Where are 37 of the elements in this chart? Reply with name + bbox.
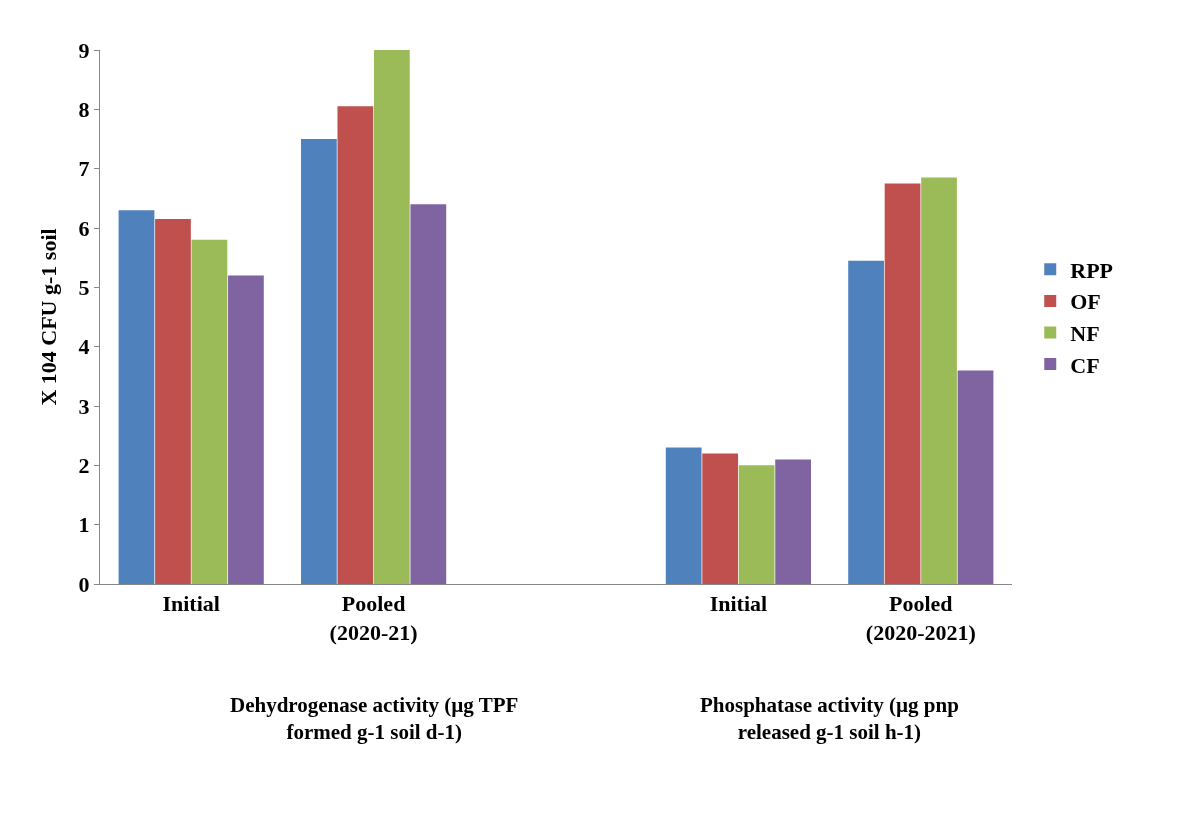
x-tick-label: Pooled (2020-21) (329, 591, 418, 645)
bar (884, 183, 921, 584)
y-tick-label: 6 (78, 215, 90, 241)
x-tick-label: Pooled (2020-2021) (865, 591, 976, 645)
bar (191, 239, 228, 584)
bar (337, 106, 374, 584)
legend-label: RPP (1070, 257, 1114, 283)
bar (957, 370, 994, 584)
bar (738, 465, 775, 584)
y-tick-label: 3 (78, 393, 90, 419)
y-tick-label: 8 (78, 97, 90, 123)
bar (848, 260, 884, 584)
text: Phosphatase activity (µg pnp released g-1 soil h-1) (700, 693, 959, 745)
legend-label: OF (1070, 289, 1101, 315)
x-tick-label: Initial (709, 591, 768, 617)
bar (921, 177, 957, 584)
bar (301, 139, 337, 584)
y-tick-label: 7 (78, 156, 90, 182)
bar (702, 453, 739, 584)
legend-label: CF (1070, 352, 1100, 378)
y-axis-title: X 104 CFU g-1 soil (36, 228, 62, 406)
bar (373, 50, 410, 584)
bar (775, 459, 811, 584)
legend-label: NF (1070, 321, 1100, 347)
x-tick-label: Initial (162, 591, 220, 617)
bar (118, 210, 155, 584)
y-tick-label: 1 (78, 512, 90, 538)
bar (665, 447, 702, 584)
y-tick-label: 2 (78, 453, 90, 479)
bar (155, 219, 191, 584)
y-tick-label: 0 (78, 571, 90, 597)
bar (228, 275, 264, 584)
bar (410, 204, 447, 584)
y-tick-label: 9 (78, 37, 90, 63)
text: Dehydrogenase activity (µg TPF formed g-1 soil d-1) (230, 693, 519, 745)
y-tick-label: 4 (78, 334, 90, 360)
y-tick-label: 5 (78, 275, 90, 301)
